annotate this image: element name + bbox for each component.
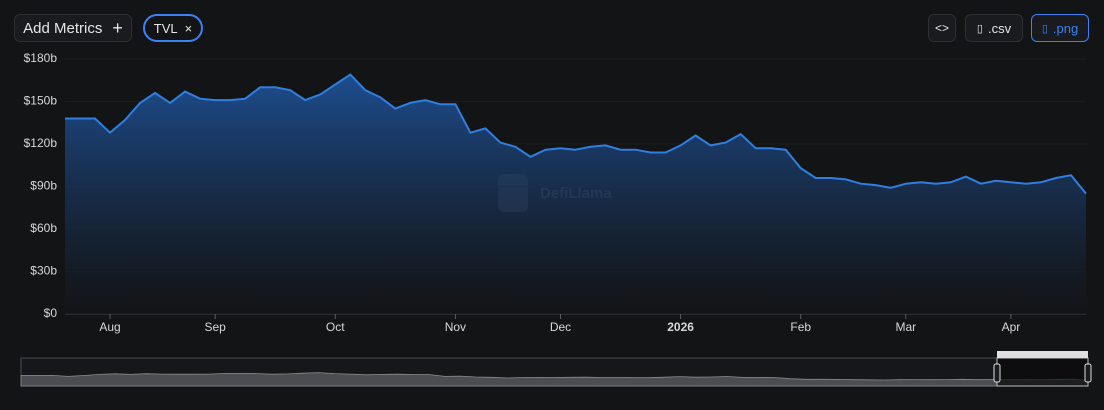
plus-icon: + [112,17,123,38]
x-tick-label: Feb [790,320,811,334]
add-metrics-label: Add Metrics [23,19,103,37]
x-tick-label: Apr [1002,320,1021,334]
csv-button[interactable]: ▯ .csv [965,14,1023,42]
y-tick-label: $120b [24,136,58,150]
watermark-text: DefiLlama [540,185,612,202]
x-tick-label: Nov [445,320,466,334]
metric-chip[interactable]: TVL × [143,14,203,42]
line [65,73,1087,195]
overview-selection [996,357,1089,387]
y-tick-label: $150b [24,94,58,108]
add-metrics-button[interactable]: Add Metrics + [14,14,132,42]
overview-handle-bar [997,351,1088,358]
x-tick-label: Dec [550,320,571,334]
png-label: .png [1052,20,1079,36]
watermark: DefiLlama [498,174,612,212]
png-button[interactable]: ▯ .png [1031,14,1089,42]
overview-frame [20,357,1089,387]
area [65,74,1086,314]
overview-handle [993,363,1001,383]
x-tick-label: Oct [326,320,345,334]
x-tick-label: Sep [204,320,226,334]
metric-chip-label: TVL [153,20,178,36]
file-icon: ▯ [976,22,983,35]
y-tick-label: $60b [30,221,57,235]
overview-area [20,372,1089,387]
y-tick-label: $180b [24,51,58,65]
x-tick-label: Aug [99,320,120,334]
embed-label: <> [934,21,949,35]
file-icon: ▯ [1041,22,1048,35]
x-tick-label: Mar [895,320,916,334]
y-tick-label: $30b [30,264,57,278]
embed-button[interactable]: <> [928,14,956,42]
overview-handle [1084,363,1092,383]
remove-icon: × [184,20,193,36]
csv-label: .csv [987,20,1012,36]
y-tick-label: $90b [30,179,57,193]
y-tick-label: $0 [44,306,58,320]
x-tick-label: 2026 [667,320,694,334]
